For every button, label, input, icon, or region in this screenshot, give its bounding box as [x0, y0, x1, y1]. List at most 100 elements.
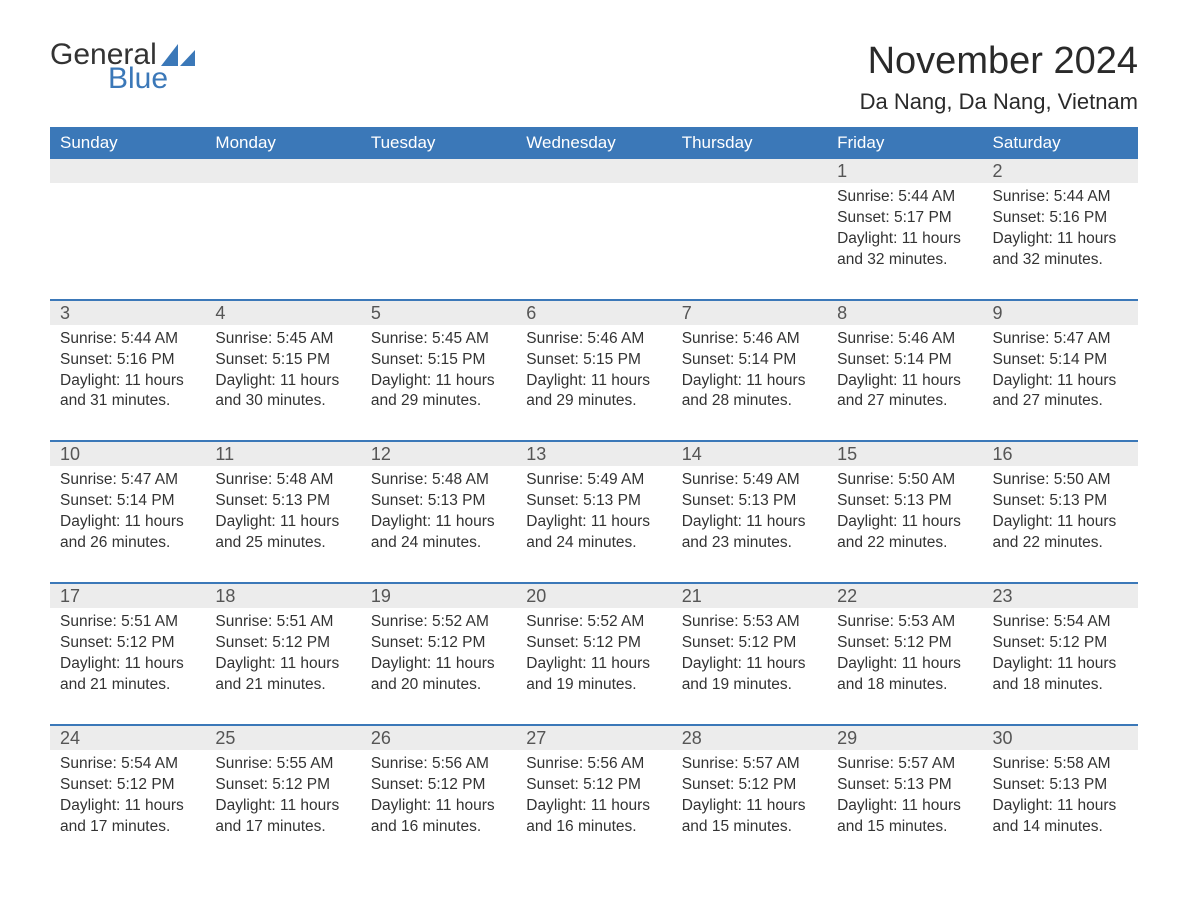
daylight-line: Daylight: 11 hours and 29 minutes. — [526, 371, 661, 413]
calendar-cell: 24Sunrise: 5:54 AMSunset: 5:12 PMDayligh… — [50, 725, 205, 866]
sunset-line: Sunset: 5:13 PM — [215, 491, 350, 512]
daylight-line: Daylight: 11 hours and 15 minutes. — [682, 796, 817, 838]
day-number-bar — [50, 159, 205, 183]
calendar-cell: 21Sunrise: 5:53 AMSunset: 5:12 PMDayligh… — [672, 583, 827, 725]
sunrise-line: Sunrise: 5:48 AM — [371, 470, 506, 491]
sunrise-line: Sunrise: 5:53 AM — [837, 612, 972, 633]
daylight-line: Daylight: 11 hours and 15 minutes. — [837, 796, 972, 838]
daylight-line: Daylight: 11 hours and 24 minutes. — [526, 512, 661, 554]
sunset-line: Sunset: 5:13 PM — [993, 491, 1128, 512]
calendar-week-row: 3Sunrise: 5:44 AMSunset: 5:16 PMDaylight… — [50, 300, 1138, 442]
sunrise-line: Sunrise: 5:46 AM — [526, 329, 661, 350]
weekday-header: Monday — [205, 127, 360, 159]
cell-content: Sunrise: 5:53 AMSunset: 5:12 PMDaylight:… — [672, 608, 827, 696]
cell-content: Sunrise: 5:57 AMSunset: 5:13 PMDaylight:… — [827, 750, 982, 838]
calendar-cell: 29Sunrise: 5:57 AMSunset: 5:13 PMDayligh… — [827, 725, 982, 866]
cell-content: Sunrise: 5:52 AMSunset: 5:12 PMDaylight:… — [361, 608, 516, 696]
cell-content: Sunrise: 5:47 AMSunset: 5:14 PMDaylight:… — [983, 325, 1138, 413]
sunrise-line: Sunrise: 5:44 AM — [60, 329, 195, 350]
sunset-line: Sunset: 5:17 PM — [837, 208, 972, 229]
daylight-line: Daylight: 11 hours and 17 minutes. — [60, 796, 195, 838]
cell-content: Sunrise: 5:45 AMSunset: 5:15 PMDaylight:… — [205, 325, 360, 413]
sunset-line: Sunset: 5:16 PM — [993, 208, 1128, 229]
sunrise-line: Sunrise: 5:57 AM — [682, 754, 817, 775]
daylight-line: Daylight: 11 hours and 14 minutes. — [993, 796, 1128, 838]
daylight-line: Daylight: 11 hours and 16 minutes. — [526, 796, 661, 838]
day-number-bar: 3 — [50, 301, 205, 325]
cell-content: Sunrise: 5:52 AMSunset: 5:12 PMDaylight:… — [516, 608, 671, 696]
calendar-cell: 23Sunrise: 5:54 AMSunset: 5:12 PMDayligh… — [983, 583, 1138, 725]
logo-text-blue: Blue — [108, 64, 168, 94]
daylight-line: Daylight: 11 hours and 30 minutes. — [215, 371, 350, 413]
calendar-cell: 19Sunrise: 5:52 AMSunset: 5:12 PMDayligh… — [361, 583, 516, 725]
cell-content: Sunrise: 5:55 AMSunset: 5:12 PMDaylight:… — [205, 750, 360, 838]
calendar-cell: 15Sunrise: 5:50 AMSunset: 5:13 PMDayligh… — [827, 441, 982, 583]
sunrise-line: Sunrise: 5:47 AM — [993, 329, 1128, 350]
cell-content: Sunrise: 5:44 AMSunset: 5:16 PMDaylight:… — [50, 325, 205, 413]
daylight-line: Daylight: 11 hours and 18 minutes. — [993, 654, 1128, 696]
sunrise-line: Sunrise: 5:56 AM — [526, 754, 661, 775]
sunrise-line: Sunrise: 5:52 AM — [371, 612, 506, 633]
daylight-line: Daylight: 11 hours and 27 minutes. — [993, 371, 1128, 413]
sunrise-line: Sunrise: 5:58 AM — [993, 754, 1128, 775]
cell-content: Sunrise: 5:46 AMSunset: 5:14 PMDaylight:… — [827, 325, 982, 413]
sunrise-line: Sunrise: 5:52 AM — [526, 612, 661, 633]
sunrise-line: Sunrise: 5:46 AM — [682, 329, 817, 350]
sunrise-line: Sunrise: 5:45 AM — [371, 329, 506, 350]
day-number-bar: 27 — [516, 726, 671, 750]
cell-content: Sunrise: 5:54 AMSunset: 5:12 PMDaylight:… — [983, 608, 1138, 696]
cell-content: Sunrise: 5:46 AMSunset: 5:15 PMDaylight:… — [516, 325, 671, 413]
sunset-line: Sunset: 5:13 PM — [371, 491, 506, 512]
weekday-header: Friday — [827, 127, 982, 159]
cell-content: Sunrise: 5:50 AMSunset: 5:13 PMDaylight:… — [827, 466, 982, 554]
sunset-line: Sunset: 5:12 PM — [60, 775, 195, 796]
day-number-bar — [205, 159, 360, 183]
day-number-bar: 20 — [516, 584, 671, 608]
day-number-bar — [361, 159, 516, 183]
sunset-line: Sunset: 5:16 PM — [60, 350, 195, 371]
daylight-line: Daylight: 11 hours and 22 minutes. — [837, 512, 972, 554]
sunset-line: Sunset: 5:12 PM — [682, 633, 817, 654]
daylight-line: Daylight: 11 hours and 18 minutes. — [837, 654, 972, 696]
day-number-bar: 4 — [205, 301, 360, 325]
calendar-cell: 22Sunrise: 5:53 AMSunset: 5:12 PMDayligh… — [827, 583, 982, 725]
title-block: November 2024 Da Nang, Da Nang, Vietnam — [860, 40, 1138, 115]
cell-content: Sunrise: 5:56 AMSunset: 5:12 PMDaylight:… — [516, 750, 671, 838]
sunset-line: Sunset: 5:14 PM — [60, 491, 195, 512]
cell-content: Sunrise: 5:54 AMSunset: 5:12 PMDaylight:… — [50, 750, 205, 838]
sunset-line: Sunset: 5:12 PM — [371, 633, 506, 654]
day-number-bar: 2 — [983, 159, 1138, 183]
calendar-cell: 16Sunrise: 5:50 AMSunset: 5:13 PMDayligh… — [983, 441, 1138, 583]
calendar-cell: 26Sunrise: 5:56 AMSunset: 5:12 PMDayligh… — [361, 725, 516, 866]
sunset-line: Sunset: 5:15 PM — [526, 350, 661, 371]
cell-content: Sunrise: 5:56 AMSunset: 5:12 PMDaylight:… — [361, 750, 516, 838]
sunrise-line: Sunrise: 5:57 AM — [837, 754, 972, 775]
calendar-cell: 9Sunrise: 5:47 AMSunset: 5:14 PMDaylight… — [983, 300, 1138, 442]
daylight-line: Daylight: 11 hours and 25 minutes. — [215, 512, 350, 554]
daylight-line: Daylight: 11 hours and 21 minutes. — [215, 654, 350, 696]
sunrise-line: Sunrise: 5:51 AM — [60, 612, 195, 633]
calendar-cell: 30Sunrise: 5:58 AMSunset: 5:13 PMDayligh… — [983, 725, 1138, 866]
header-row: General Blue November 2024 Da Nang, Da N… — [50, 40, 1138, 115]
calendar-week-row: 17Sunrise: 5:51 AMSunset: 5:12 PMDayligh… — [50, 583, 1138, 725]
sunset-line: Sunset: 5:12 PM — [993, 633, 1128, 654]
cell-content: Sunrise: 5:44 AMSunset: 5:17 PMDaylight:… — [827, 183, 982, 271]
day-number-bar — [672, 159, 827, 183]
sunset-line: Sunset: 5:13 PM — [837, 491, 972, 512]
day-number-bar: 12 — [361, 442, 516, 466]
sunrise-line: Sunrise: 5:44 AM — [993, 187, 1128, 208]
cell-content: Sunrise: 5:48 AMSunset: 5:13 PMDaylight:… — [205, 466, 360, 554]
day-number-bar: 25 — [205, 726, 360, 750]
sunrise-line: Sunrise: 5:45 AM — [215, 329, 350, 350]
sunset-line: Sunset: 5:12 PM — [215, 633, 350, 654]
sunset-line: Sunset: 5:12 PM — [526, 775, 661, 796]
sunset-line: Sunset: 5:12 PM — [837, 633, 972, 654]
sunrise-line: Sunrise: 5:47 AM — [60, 470, 195, 491]
day-number-bar: 18 — [205, 584, 360, 608]
calendar-head: Sunday Monday Tuesday Wednesday Thursday… — [50, 127, 1138, 159]
sunset-line: Sunset: 5:13 PM — [993, 775, 1128, 796]
cell-content: Sunrise: 5:58 AMSunset: 5:13 PMDaylight:… — [983, 750, 1138, 838]
calendar-cell: 14Sunrise: 5:49 AMSunset: 5:13 PMDayligh… — [672, 441, 827, 583]
daylight-line: Daylight: 11 hours and 27 minutes. — [837, 371, 972, 413]
daylight-line: Daylight: 11 hours and 19 minutes. — [526, 654, 661, 696]
